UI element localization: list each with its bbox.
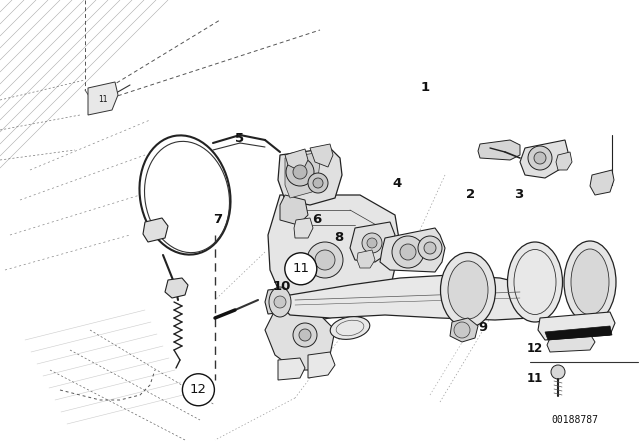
Circle shape: [313, 178, 323, 188]
Polygon shape: [143, 218, 168, 242]
Polygon shape: [590, 170, 614, 195]
Text: 1: 1: [421, 81, 430, 94]
Polygon shape: [285, 153, 320, 198]
Ellipse shape: [440, 253, 495, 327]
Polygon shape: [88, 82, 118, 115]
Ellipse shape: [269, 287, 291, 317]
Circle shape: [392, 236, 424, 268]
Polygon shape: [520, 140, 568, 178]
Polygon shape: [450, 318, 478, 342]
Circle shape: [293, 323, 317, 347]
Polygon shape: [278, 148, 342, 205]
Circle shape: [424, 242, 436, 254]
Polygon shape: [278, 358, 305, 380]
Polygon shape: [547, 334, 595, 352]
Circle shape: [299, 329, 311, 341]
Circle shape: [293, 165, 307, 179]
Text: 5: 5: [236, 132, 244, 146]
Circle shape: [454, 322, 470, 338]
Text: 11: 11: [292, 262, 309, 276]
Polygon shape: [265, 310, 335, 370]
Polygon shape: [310, 144, 333, 167]
Ellipse shape: [508, 242, 563, 322]
Text: 2: 2: [466, 188, 475, 202]
Polygon shape: [268, 195, 400, 320]
Text: 3: 3: [514, 188, 523, 202]
Polygon shape: [350, 222, 395, 262]
Text: 9: 9: [479, 320, 488, 334]
Polygon shape: [280, 275, 545, 320]
Ellipse shape: [330, 317, 370, 340]
Circle shape: [367, 238, 377, 248]
Circle shape: [528, 146, 552, 170]
Text: 12: 12: [527, 341, 543, 354]
Circle shape: [551, 365, 565, 379]
Text: 6: 6: [312, 213, 321, 226]
Polygon shape: [538, 312, 615, 340]
Ellipse shape: [448, 261, 488, 319]
Text: 8: 8: [335, 231, 344, 244]
Circle shape: [182, 374, 214, 406]
Polygon shape: [294, 218, 313, 238]
Circle shape: [418, 236, 442, 260]
Text: 10: 10: [273, 280, 291, 293]
Polygon shape: [478, 140, 520, 160]
Polygon shape: [556, 152, 572, 170]
Text: 00188787: 00188787: [552, 415, 598, 425]
Text: 7: 7: [213, 213, 222, 226]
Circle shape: [274, 296, 286, 308]
Polygon shape: [285, 149, 308, 172]
Polygon shape: [265, 288, 290, 314]
Text: 11: 11: [99, 95, 108, 104]
Circle shape: [534, 152, 546, 164]
Polygon shape: [380, 228, 445, 272]
Ellipse shape: [571, 249, 609, 315]
Circle shape: [308, 173, 328, 193]
Text: 11: 11: [527, 371, 543, 384]
Text: 12: 12: [190, 383, 207, 396]
Circle shape: [286, 158, 314, 186]
Polygon shape: [545, 326, 612, 340]
Circle shape: [315, 250, 335, 270]
Circle shape: [285, 253, 317, 285]
Polygon shape: [165, 278, 188, 298]
Circle shape: [307, 242, 343, 278]
Circle shape: [362, 233, 382, 253]
Polygon shape: [357, 250, 375, 268]
Circle shape: [400, 244, 416, 260]
Polygon shape: [308, 352, 335, 378]
Polygon shape: [280, 195, 308, 225]
Text: 4: 4: [392, 177, 401, 190]
Ellipse shape: [564, 241, 616, 323]
